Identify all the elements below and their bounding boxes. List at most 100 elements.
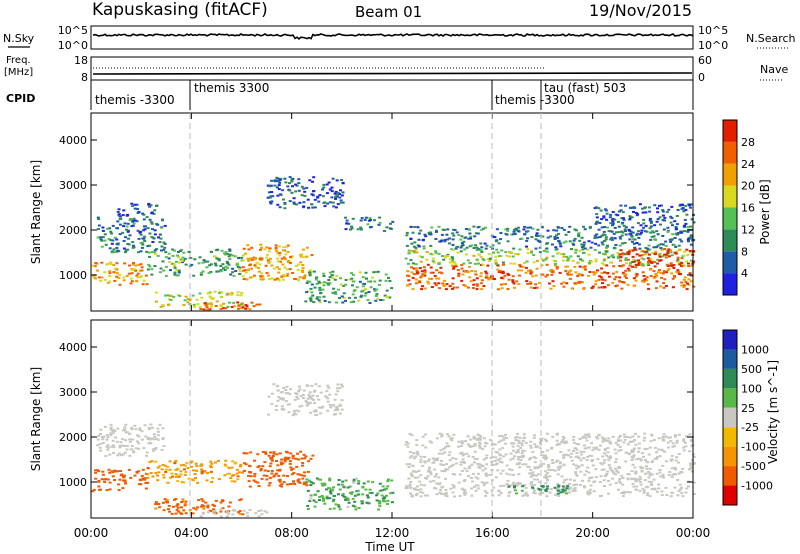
power-cell-11 (518, 248, 522, 251)
power-cell-13 (676, 256, 680, 259)
velocity-cell-8 (421, 491, 425, 494)
power-cell-3 (236, 265, 240, 268)
power-cell-14 (613, 218, 617, 221)
velocity-cell-6 (377, 508, 380, 511)
power-cell-14 (628, 206, 632, 209)
power-cell-10 (475, 284, 479, 287)
power-cell-12 (499, 238, 503, 241)
power-cell-3 (167, 252, 171, 255)
power-cell-11 (624, 257, 628, 260)
power-cell-1 (124, 236, 127, 239)
power-cell-11 (419, 260, 423, 263)
velocity-cell-2 (160, 468, 164, 471)
power-cell-14 (653, 204, 657, 207)
velocity-cell-8 (529, 468, 533, 471)
velocity-cell-1 (109, 428, 113, 431)
velocity-cell-2 (169, 476, 173, 479)
velocity-cell-7 (317, 406, 321, 409)
velocity-cell-8 (408, 485, 412, 488)
velocity-cell-8 (482, 458, 486, 461)
power-cell-8 (317, 281, 321, 284)
velocity-cell-8 (602, 479, 606, 482)
velocity-cell-5 (272, 451, 276, 454)
power-cell-8 (322, 275, 326, 277)
velocity-cell-7 (305, 401, 309, 404)
power-cell-7 (310, 203, 314, 206)
velocity-cell-9 (631, 440, 635, 443)
velocity-cell-6 (354, 508, 358, 511)
power-cell-6 (249, 257, 253, 260)
power-cell-4 (193, 305, 197, 308)
power-cell-11 (545, 250, 549, 253)
velocity-cell-1 (153, 435, 157, 438)
power-cell-12 (443, 238, 447, 241)
power-cell-14 (665, 211, 669, 214)
power-cell-10 (500, 283, 503, 286)
power-cell-8 (365, 277, 368, 280)
power-cell-12 (489, 246, 493, 248)
power-cell-14 (669, 215, 673, 218)
velocity-cell-8 (650, 488, 654, 491)
power-cell-5 (237, 307, 240, 310)
power-cell-3 (177, 250, 180, 253)
velocity-cell-6 (389, 492, 393, 495)
power-cell-1 (150, 228, 154, 231)
power-cell-9 (369, 225, 373, 228)
velocity-cell-9 (625, 435, 629, 438)
power-cell-12 (558, 243, 562, 245)
velocity-cell-9 (501, 447, 505, 450)
velocity-cell-6 (380, 489, 384, 492)
velocity-cell-3 (206, 504, 210, 507)
power-cell-3 (159, 267, 163, 270)
velocity-cell-3 (184, 512, 188, 515)
power-cell-8 (350, 272, 353, 275)
power-cell-8 (339, 277, 342, 280)
velocity-cell-5 (249, 475, 253, 478)
velocity-cell-4 (199, 515, 203, 518)
power-cell-3 (231, 254, 234, 257)
power-cell-11 (508, 255, 512, 258)
power-cell-11 (459, 250, 463, 253)
velocity-cell-7 (301, 394, 305, 396)
velocity-cell-9 (645, 448, 649, 450)
power-cell-0 (136, 276, 140, 279)
velocity-cell-10 (557, 484, 561, 487)
velocity-cell-8 (640, 469, 644, 472)
power-cell-10 (439, 266, 443, 269)
power-cell-12 (664, 244, 668, 247)
power-cell-10 (437, 282, 441, 285)
velocity-cell-2 (161, 463, 165, 466)
power-cell-2 (152, 212, 156, 215)
velocity-cell-7 (307, 393, 311, 396)
velocity-cell-7 (328, 403, 332, 406)
power-cell-13 (641, 250, 645, 253)
velocity-cell-5 (298, 473, 302, 476)
power-cell-10 (513, 286, 516, 289)
power-cell-10 (441, 282, 445, 285)
velocity-cell-7 (297, 410, 301, 413)
velocity-cell-2 (203, 470, 206, 473)
velocity-cell-1 (156, 438, 160, 441)
velocity-cell-1 (119, 441, 123, 444)
power-cell-1 (163, 246, 167, 249)
power-cell-8 (310, 283, 314, 286)
velocity-cell-8 (475, 458, 479, 460)
power-cell-12 (435, 230, 438, 233)
power-cell-10 (545, 263, 549, 266)
velocity-cell-9 (447, 435, 451, 438)
velocity-cell-1 (138, 429, 142, 431)
power-cell-13 (637, 259, 640, 262)
power-cell-11 (571, 259, 575, 262)
power-cell-10 (600, 272, 604, 275)
power-cell-1 (107, 238, 111, 241)
velocity-cell-8 (607, 492, 611, 495)
velocity-cell-8 (501, 469, 505, 472)
power-cell-14 (629, 216, 632, 219)
power-cell-6 (257, 270, 261, 273)
velocity-cell-1 (103, 425, 107, 428)
power-cell-10 (415, 281, 419, 284)
velocity-cell-8 (538, 493, 542, 496)
velocity-cell-8 (668, 471, 672, 473)
velocity-cell-8 (517, 473, 521, 476)
velocity-cell-8 (575, 474, 579, 477)
